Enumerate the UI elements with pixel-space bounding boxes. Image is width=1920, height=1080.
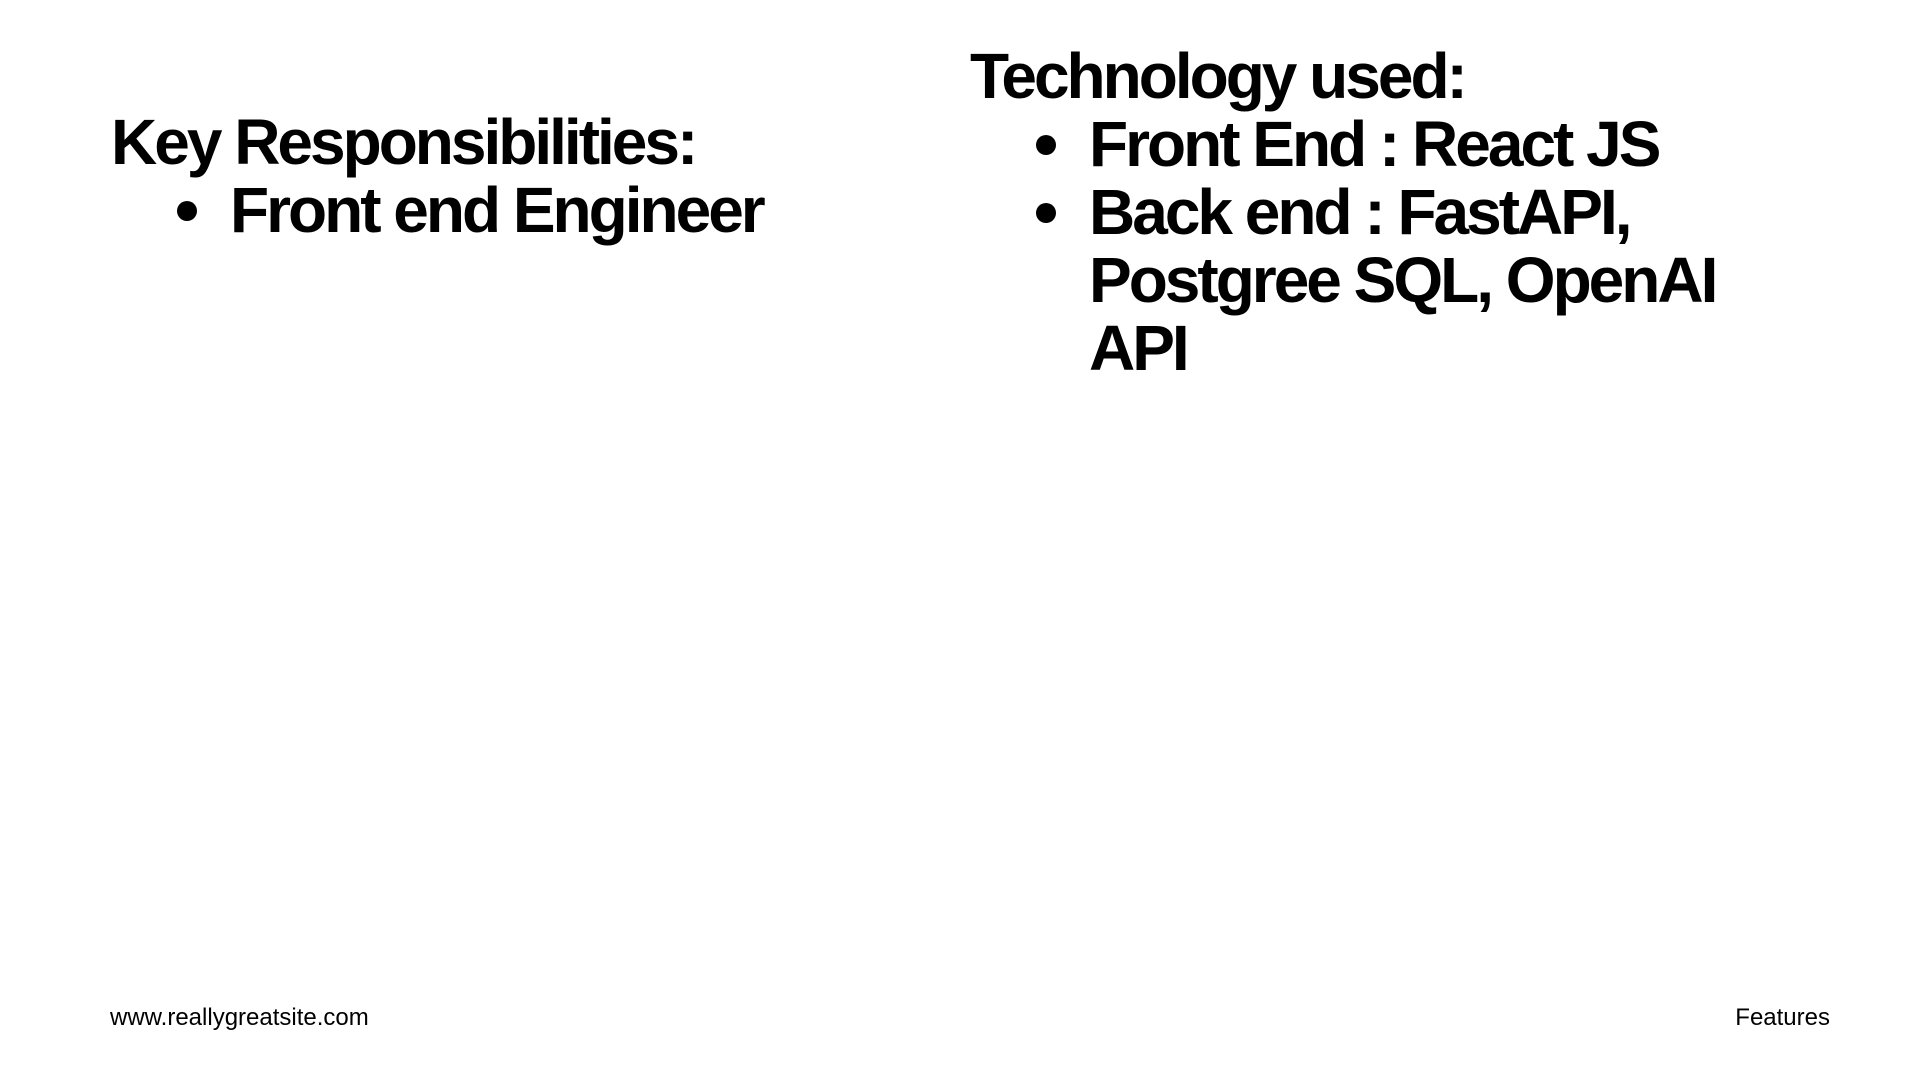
bullet-icon	[1036, 203, 1056, 223]
technology-heading: Technology used:	[970, 40, 1468, 112]
section-label: Features	[1735, 1004, 1830, 1031]
list-item-text: Front End : React JS	[1089, 108, 1661, 180]
technology-section: Technology used: Front End : React JS Ba…	[970, 42, 1820, 382]
bullet-icon	[1036, 135, 1056, 155]
technology-list: Front End : React JS Back end : FastAPI,…	[970, 110, 1820, 382]
list-item: Front end Engineer	[111, 176, 911, 244]
list-item-text: Back end : FastAPI, Postgree SQL, OpenAI…	[1089, 176, 1718, 384]
list-item: Front End : React JS	[970, 110, 1820, 178]
list-item-text: Front end Engineer	[230, 174, 766, 246]
responsibilities-section: Key Responsibilities: Front end Engineer	[111, 108, 911, 244]
responsibilities-heading: Key Responsibilities:	[111, 106, 698, 178]
responsibilities-list: Front end Engineer	[111, 176, 911, 244]
bullet-icon	[177, 201, 197, 221]
list-item: Back end : FastAPI, Postgree SQL, OpenAI…	[970, 178, 1820, 382]
website-url: www.reallygreatsite.com	[110, 1004, 369, 1031]
